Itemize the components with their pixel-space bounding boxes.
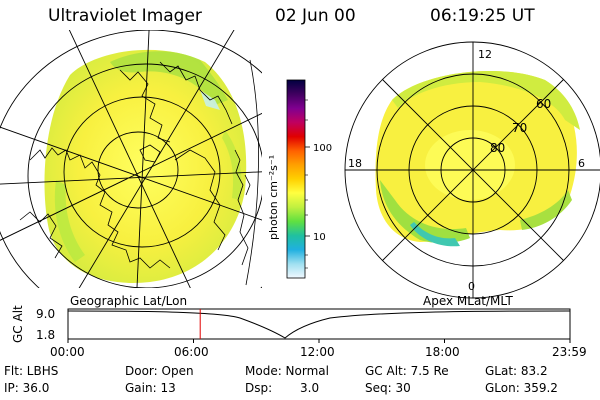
colorbar-unit-label: photon cm⁻²s⁻¹: [267, 155, 280, 240]
dsp-label: Dsp:: [245, 381, 273, 395]
mlt-label-18: 18: [348, 157, 362, 170]
mlat-mlt-grid: [344, 41, 600, 299]
timeline-tick-2359: 23:59: [552, 345, 587, 359]
door-info: Door: Open: [125, 364, 194, 378]
timeline-y-bottom: 1.8: [36, 328, 55, 342]
mlat-label-80: 80: [490, 141, 505, 155]
coastline-outline: [29, 147, 171, 269]
mlat-label-60: 60: [536, 97, 551, 111]
geographic-map: [0, 30, 262, 288]
apex-polar-map: [375, 70, 580, 247]
glon-info: GLon: 359.2: [485, 381, 558, 395]
seq-info: Seq: 30: [365, 381, 411, 395]
mlt-label-0: 0: [468, 280, 475, 293]
colorbar: [286, 79, 306, 279]
right-map-caption: Apex MLat/MLT: [423, 294, 513, 308]
timeline-tick-1800: 18:00: [425, 345, 460, 359]
mlt-label-6: 6: [578, 157, 585, 170]
time-label: 06:19:25 UT: [430, 6, 535, 26]
colorbar-tick-10: 10: [313, 232, 326, 243]
timeline-tick-0600: 06:00: [174, 345, 209, 359]
mode-info: Mode: Normal: [245, 364, 329, 378]
dsp-value: 3.0: [300, 381, 320, 395]
left-map-caption: Geographic Lat/Lon: [70, 294, 188, 308]
filter-info: Flt: LBHS: [4, 364, 59, 378]
timeline-tick-1200: 12:00: [300, 345, 335, 359]
altitude-curve: [67, 310, 571, 339]
date-label: 02 Jun 00: [275, 6, 356, 26]
colorbar-tick-100: 100: [313, 143, 332, 154]
timeline-y-top: 9.0: [36, 307, 55, 321]
ip-info: IP: 36.0: [4, 381, 50, 395]
gain-info: Gain: 13: [125, 381, 176, 395]
mlat-label-70: 70: [512, 121, 527, 135]
altitude-timeline: [67, 308, 571, 343]
gc-alt-info: GC Alt: 7.5 Re: [365, 364, 449, 378]
timeline-axis-label: GC Alt: [11, 305, 25, 343]
aurora-image-left: [44, 49, 247, 283]
mlt-label-12: 12: [478, 48, 492, 61]
glat-info: GLat: 83.2: [485, 364, 548, 378]
lat-lon-grid: [0, 30, 262, 288]
app-title: Ultraviolet Imager: [48, 6, 202, 26]
timeline-tick-0000: 00:00: [50, 345, 85, 359]
